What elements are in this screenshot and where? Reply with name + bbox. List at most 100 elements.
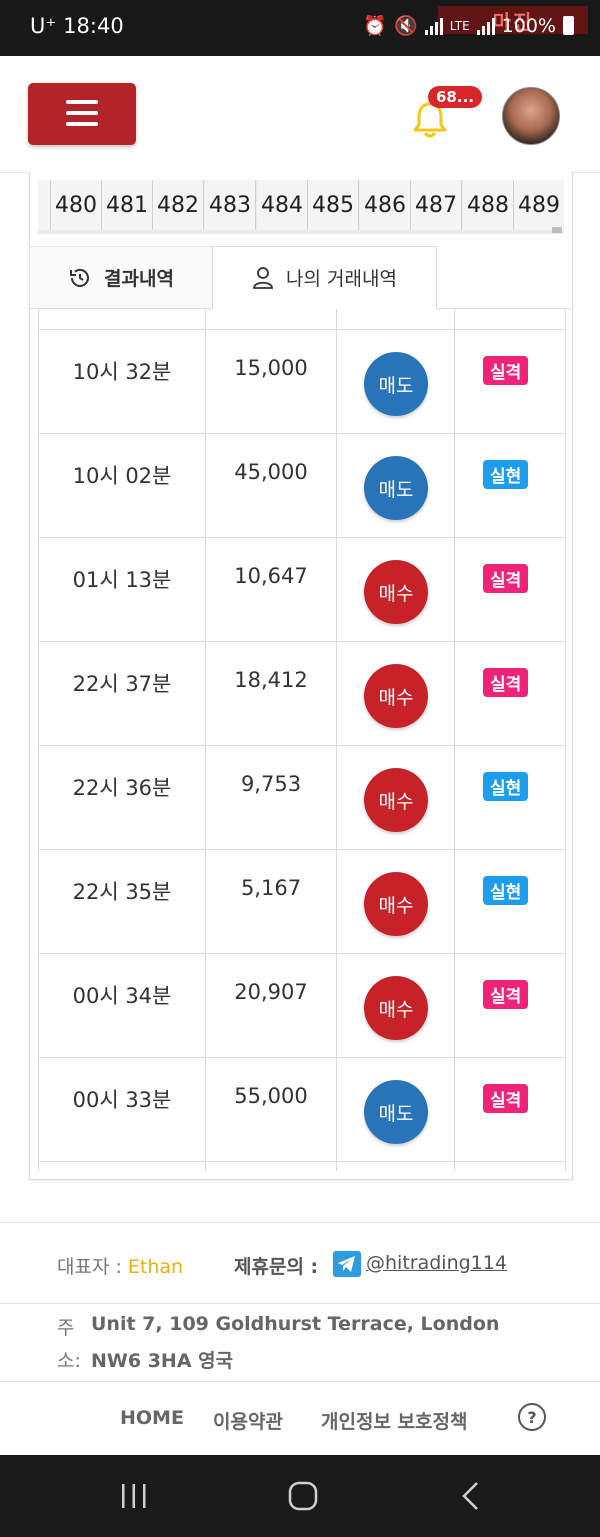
address-label: 주 xyxy=(57,1317,75,1339)
history-icon xyxy=(70,268,90,287)
help-icon[interactable]: ? xyxy=(518,1403,546,1431)
trade-amount: 20,907 xyxy=(234,980,308,1004)
result-badge: 실현 xyxy=(483,876,529,905)
round-cell[interactable]: 488 xyxy=(463,180,514,230)
signal-icon-2 xyxy=(476,17,495,35)
buy-badge: 매수 xyxy=(364,560,428,624)
table-row: 00시 33분 55,000 매도 실격 xyxy=(39,1057,565,1162)
sell-badge: 매도 xyxy=(364,352,428,416)
clock: 18:40 xyxy=(63,14,124,38)
result-badge: 실격 xyxy=(483,1084,529,1113)
mute-icon: 🔇 xyxy=(394,15,418,37)
trade-time: 00시 33분 xyxy=(72,1088,172,1112)
trade-amount: 5,167 xyxy=(240,876,302,900)
table-row: 22시 36분 9,753 매수 실현 xyxy=(39,745,565,850)
status-right: ⏰ 🔇 LTE 100% xyxy=(363,14,574,37)
round-strip[interactable]: 9 480 481 482 483 484 485 486 487 488 48… xyxy=(38,180,564,234)
contact-label: 제휴문의 : xyxy=(234,1256,319,1278)
trade-amount: 45,000 xyxy=(234,460,308,484)
app-header: 68... xyxy=(0,56,600,173)
round-cell[interactable]: 9 xyxy=(38,180,51,230)
user-icon xyxy=(253,266,273,289)
address-label-2: 소: xyxy=(57,1350,81,1372)
menu-icon xyxy=(66,100,98,104)
footer-info: 대표자 : Ethan 제휴문의 : @hitrading114 xyxy=(0,1222,600,1304)
back-nav-icon[interactable] xyxy=(458,1481,484,1511)
result-badge: 실현 xyxy=(483,772,529,801)
table-row: 10시 32분 15,000 매도 실격 xyxy=(39,329,565,434)
round-cell[interactable]: 486 xyxy=(360,180,411,230)
horizontal-scrollbar[interactable] xyxy=(552,227,562,233)
buy-badge: 매수 xyxy=(364,664,428,728)
round-cell[interactable]: 485 xyxy=(308,180,359,230)
round-cell[interactable]: 489 xyxy=(514,180,564,230)
telegram-icon[interactable] xyxy=(333,1251,361,1277)
round-cell[interactable]: 487 xyxy=(411,180,462,230)
terms-link[interactable]: 이용약관 xyxy=(213,1411,283,1433)
table-row: 10시 02분 45,000 매도 실현 xyxy=(39,433,565,538)
battery-icon xyxy=(563,16,574,35)
address-block: 주 소: Unit 7, 109 Goldhurst Terrace, Lond… xyxy=(0,1303,600,1382)
tab-results-label: 결과내역 xyxy=(104,268,174,290)
trade-amount: 9,753 xyxy=(240,772,302,796)
notification-badge[interactable]: 68... xyxy=(428,86,482,108)
sell-badge: 매도 xyxy=(364,1080,428,1144)
recent-apps-icon[interactable] xyxy=(118,1482,150,1510)
round-cell[interactable]: 482 xyxy=(153,180,204,230)
round-cell[interactable]: 481 xyxy=(102,180,153,230)
buy-badge: 매수 xyxy=(364,872,428,936)
table-row xyxy=(39,1161,565,1171)
address-line-2: NW6 3HA 영국 xyxy=(91,1350,234,1372)
status-left: U⁺ 18:40 xyxy=(30,14,124,38)
round-cell[interactable]: 484 xyxy=(257,180,308,230)
system-nav-bar xyxy=(0,1455,600,1537)
table-row: 00시 34분 20,907 매수 실격 xyxy=(39,953,565,1058)
table-row: 22시 37분 18,412 매수 실격 xyxy=(39,641,565,746)
trades-table: 10시 32분 15,000 매도 실격 10시 02분 45,000 매도 실… xyxy=(38,309,566,1171)
sell-badge: 매도 xyxy=(364,456,428,520)
representative: 대표자 : Ethan xyxy=(57,1256,184,1278)
trade-time: 22시 36분 xyxy=(72,776,172,800)
footer-links: HOME 이용약관 개인정보 보호정책 ? xyxy=(0,1382,600,1454)
table-row: 01시 13분 10,647 매수 실격 xyxy=(39,537,565,642)
privacy-link[interactable]: 개인정보 보호정책 xyxy=(321,1411,468,1433)
tab-bar: 결과내역 나의 거래내역 xyxy=(29,244,571,309)
signal-icon xyxy=(424,17,443,35)
trade-amount: 55,000 xyxy=(234,1084,308,1108)
buy-badge: 매수 xyxy=(364,976,428,1040)
result-badge: 실격 xyxy=(483,356,529,385)
trade-amount: 18,412 xyxy=(234,668,308,692)
battery-percent: 100% xyxy=(501,14,556,37)
table-row: 22시 35분 5,167 매수 실현 xyxy=(39,849,565,954)
trade-time: 22시 37분 xyxy=(72,672,172,696)
result-badge: 실격 xyxy=(483,564,529,593)
result-badge: 실격 xyxy=(483,980,529,1009)
buy-badge: 매수 xyxy=(364,768,428,832)
trade-time: 10시 02분 xyxy=(72,464,172,488)
avatar[interactable] xyxy=(502,87,560,145)
carrier-label: U⁺ xyxy=(30,14,57,38)
alarm-icon: ⏰ xyxy=(363,15,388,37)
round-cell[interactable]: 483 xyxy=(205,180,256,230)
tab-results[interactable]: 결과내역 xyxy=(29,246,213,308)
tab-my-trades-label: 나의 거래내역 xyxy=(286,268,397,290)
telegram-link[interactable]: @hitrading114 xyxy=(366,1252,507,1274)
home-nav-icon[interactable] xyxy=(287,1480,319,1512)
representative-name: Ethan xyxy=(127,1256,184,1278)
result-badge: 실현 xyxy=(483,460,529,489)
result-badge: 실격 xyxy=(483,668,529,697)
trade-time: 10시 32분 xyxy=(72,360,172,384)
trade-amount: 15,000 xyxy=(234,356,308,380)
trade-time: 22시 35분 xyxy=(72,880,172,904)
trade-time: 00시 34분 xyxy=(72,984,172,1008)
trade-amount: 10,647 xyxy=(234,564,308,588)
menu-button[interactable] xyxy=(28,83,136,145)
address-line-1: Unit 7, 109 Goldhurst Terrace, London xyxy=(91,1313,500,1335)
tab-my-trades[interactable]: 나의 거래내역 xyxy=(212,246,437,309)
trades-card xyxy=(29,172,573,1180)
trade-time: 01시 13분 xyxy=(72,568,172,592)
round-cell[interactable]: 480 xyxy=(51,180,102,230)
home-link[interactable]: HOME xyxy=(120,1407,184,1429)
network-type: LTE xyxy=(449,18,470,33)
status-bar: U⁺ 18:40 마진 ⏰ 🔇 LTE 100% xyxy=(0,0,600,56)
